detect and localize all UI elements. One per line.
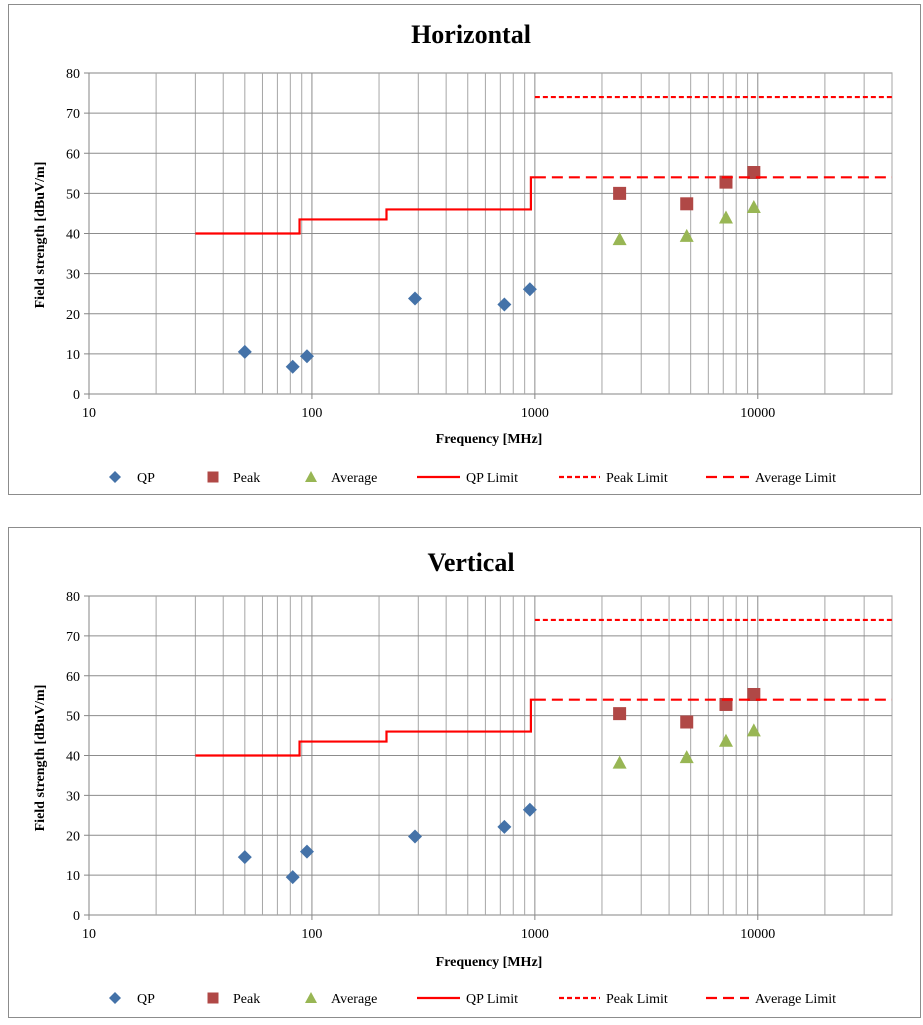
point-peak [747, 166, 761, 180]
legend-swatch-peak [207, 992, 219, 1004]
legend-label-qp-limit: QP Limit [466, 471, 518, 486]
y-tick-label: 40 [66, 750, 80, 765]
x-tick-label: 10000 [740, 406, 775, 421]
legend-item-qp-limit: QP Limit [417, 471, 518, 486]
legend-item-qp: QP [109, 471, 155, 486]
legend-label-qp-limit: QP Limit [466, 992, 518, 1007]
point-peak [747, 687, 761, 701]
point-average [679, 750, 694, 764]
legend-item-peak: Peak [207, 992, 260, 1007]
point-qp [522, 282, 537, 297]
point-peak [680, 197, 694, 211]
legend-item-average-limit: Average Limit [706, 471, 836, 486]
point-qp [237, 850, 252, 865]
y-tick-label: 20 [66, 829, 80, 844]
chart-title: Horizontal [411, 20, 531, 49]
legend-label-qp: QP [137, 471, 155, 486]
legend-swatch-average [305, 471, 317, 482]
x-tick-label: 100 [301, 406, 322, 421]
point-average [612, 755, 627, 769]
legend-label-qp: QP [137, 992, 155, 1007]
legend-item-peak-limit: Peak Limit [559, 471, 668, 486]
y-tick-label: 40 [66, 228, 80, 243]
legend-item-peak-limit: Peak Limit [559, 992, 668, 1007]
x-tick-label: 1000 [521, 406, 549, 421]
legend-label-peak-limit: Peak Limit [606, 471, 668, 486]
x-tick-label: 10000 [740, 927, 775, 942]
point-qp [408, 829, 423, 844]
legend-item-qp-limit: QP Limit [417, 992, 518, 1007]
legend-label-peak: Peak [233, 992, 260, 1007]
legend-swatch-qp [109, 992, 121, 1004]
point-qp [522, 802, 537, 817]
legend-label-peak-limit: Peak Limit [606, 992, 668, 1007]
point-qp [497, 819, 512, 834]
y-tick-label: 20 [66, 308, 80, 323]
point-peak [719, 175, 733, 189]
legend-item-qp: QP [109, 992, 155, 1007]
legend-item-peak: Peak [207, 471, 260, 486]
y-tick-label: 0 [73, 388, 80, 403]
point-average [746, 723, 761, 737]
point-qp [285, 359, 300, 374]
series-line-qp-limit [195, 176, 535, 235]
point-qp [299, 349, 314, 364]
legend-label-average-limit: Average Limit [755, 471, 836, 486]
legend-item-average: Average [305, 992, 377, 1007]
y-axis-label: Field strength [dBuV/m] [33, 685, 48, 832]
point-peak [613, 186, 627, 200]
y-tick-label: 50 [66, 187, 80, 202]
series-line-qp-limit [195, 698, 535, 757]
point-qp [497, 297, 512, 312]
y-tick-label: 0 [73, 909, 80, 924]
y-tick-label: 10 [66, 869, 80, 884]
chart-vertical-svg: Vertical Frequency [MHz] Field strength … [33, 548, 893, 1007]
legend-label-peak: Peak [233, 471, 260, 486]
legend-swatch-qp [109, 471, 121, 483]
y-axis-label: Field strength [dBuV/m] [33, 162, 48, 309]
y-tick-label: 60 [66, 670, 80, 685]
point-qp [285, 870, 300, 885]
y-tick-label: 10 [66, 348, 80, 363]
y-tick-label: 80 [66, 590, 80, 605]
y-tick-label: 50 [66, 710, 80, 725]
point-peak [613, 707, 627, 721]
chart-horizontal-svg: Horizontal Frequency [MHz] Field strengt… [33, 20, 893, 486]
legend-label-average: Average [331, 471, 377, 486]
legend-item-average-limit: Average Limit [706, 992, 836, 1007]
point-qp [408, 291, 423, 306]
point-average [679, 228, 694, 242]
y-tick-label: 70 [66, 107, 80, 122]
chart-vertical: Vertical Frequency [MHz] Field strength … [8, 527, 921, 1018]
y-tick-label: 30 [66, 268, 80, 283]
legend-swatch-average [305, 992, 317, 1003]
x-axis-label: Frequency [MHz] [436, 432, 543, 447]
point-qp [237, 344, 252, 359]
legend-swatch-peak [207, 471, 219, 483]
x-tick-label: 10 [82, 406, 96, 421]
point-peak [719, 697, 733, 711]
point-average [612, 232, 627, 246]
x-axis-label: Frequency [MHz] [436, 955, 543, 970]
point-peak [680, 715, 694, 729]
legend-label-average: Average [331, 992, 377, 1007]
x-tick-label: 100 [301, 927, 322, 942]
legend-label-average-limit: Average Limit [755, 992, 836, 1007]
point-average [718, 733, 733, 747]
point-qp [299, 844, 314, 859]
x-tick-label: 10 [82, 927, 96, 942]
y-tick-label: 30 [66, 789, 80, 804]
chart-horizontal: Horizontal Frequency [MHz] Field strengt… [8, 4, 921, 495]
legend-item-average: Average [305, 471, 377, 486]
x-tick-label: 1000 [521, 927, 549, 942]
y-tick-label: 60 [66, 147, 80, 162]
y-tick-label: 80 [66, 67, 80, 82]
point-average [718, 210, 733, 224]
y-tick-label: 70 [66, 630, 80, 645]
point-average [746, 200, 761, 214]
chart-title: Vertical [427, 548, 514, 577]
